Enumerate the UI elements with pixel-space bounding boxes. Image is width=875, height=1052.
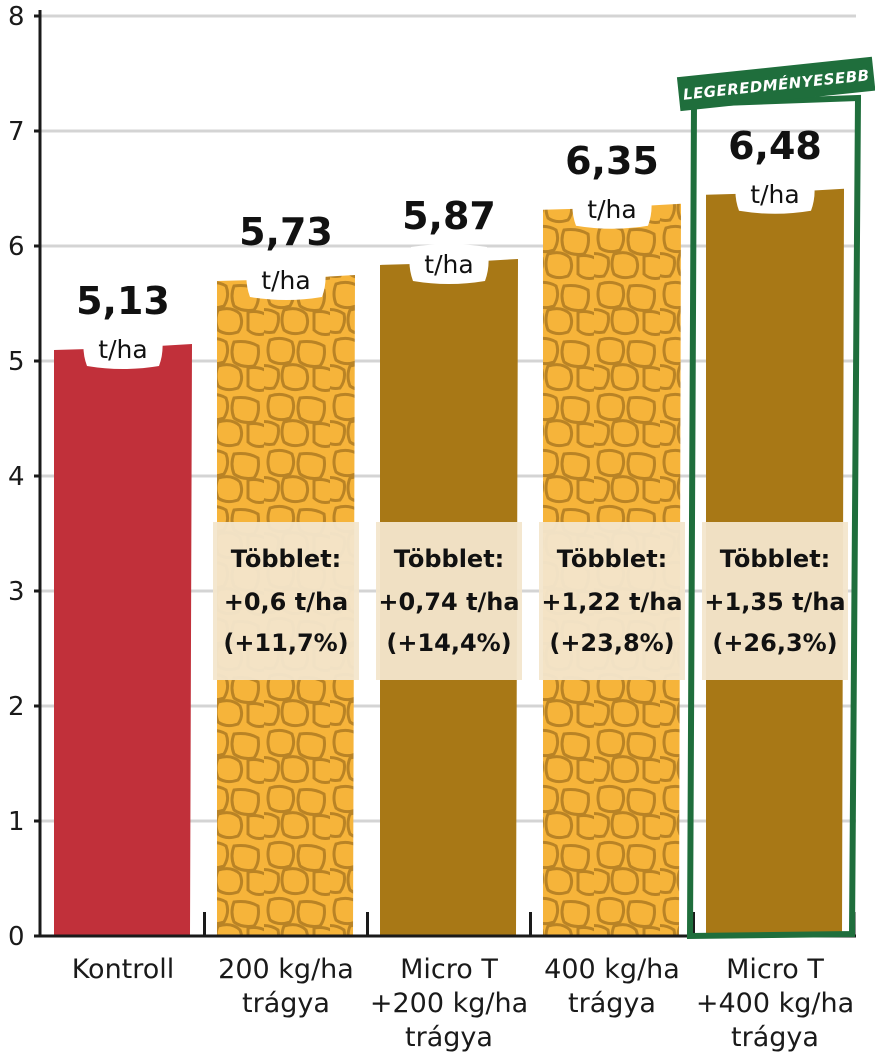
bars: [54, 188, 848, 937]
value-label-4: 6,48: [728, 124, 822, 168]
unit-pill-2: [409, 243, 489, 284]
unit-label-3: t/ha: [587, 195, 636, 224]
unit-pill-1: [246, 260, 326, 301]
unit-pill-3: [572, 188, 652, 229]
category-label-2-1: +200 kg/ha: [370, 988, 528, 1019]
category-label-1-1: trágya: [242, 988, 330, 1019]
unit-pill-0: [83, 329, 163, 370]
y-tick-label-5: 5: [8, 347, 25, 377]
value-label-1: 5,73: [239, 210, 333, 254]
surplus-title-4: Többlet:: [720, 545, 831, 573]
surplus-pct-2: (+14,4%): [386, 629, 511, 657]
y-tick-label-0: 0: [8, 922, 25, 952]
surplus-pct-3: (+23,8%): [549, 629, 674, 657]
y-tick-label-8: 8: [8, 2, 25, 32]
category-label-0-0: Kontroll: [72, 954, 175, 985]
highlight-badge-bg: [676, 56, 875, 112]
category-label-4-1: +400 kg/ha: [696, 988, 854, 1019]
surplus-pct-4: (+26,3%): [712, 629, 837, 657]
category-label-2-0: Micro T: [400, 954, 498, 985]
surplus-band-4: [702, 522, 848, 680]
value-label-3: 6,35: [565, 139, 659, 183]
surplus-value-2: +0,74 t/ha: [378, 588, 519, 616]
unit-label-2: t/ha: [424, 250, 473, 279]
unit-label-0: t/ha: [98, 335, 147, 364]
surplus-pct-1: (+11,7%): [223, 629, 348, 657]
surplus-title-3: Többlet:: [557, 545, 668, 573]
unit-label-4: t/ha: [750, 180, 799, 209]
y-tick-label-3: 3: [8, 577, 25, 607]
surplus-band-2: [376, 522, 522, 680]
y-tick-label-1: 1: [8, 807, 25, 837]
surplus-title-2: Többlet:: [394, 545, 505, 573]
category-label-1-0: 200 kg/ha: [218, 954, 354, 985]
category-label-3-1: trágya: [568, 988, 656, 1019]
axes: [34, 10, 856, 938]
value-label-2: 5,87: [402, 194, 496, 238]
y-tick-label-6: 6: [8, 232, 25, 262]
category-label-4-2: trágya: [731, 1022, 819, 1052]
bar-0: [54, 344, 192, 936]
surplus-title-1: Többlet:: [231, 545, 342, 573]
surplus-band-3: [539, 522, 685, 680]
unit-pill-4: [735, 173, 815, 214]
value-label-0: 5,13: [76, 279, 170, 323]
category-label-4-0: Micro T: [726, 954, 824, 985]
y-tick-label-2: 2: [8, 692, 25, 722]
highlight-frame: [686, 94, 862, 940]
category-label-3-0: 400 kg/ha: [544, 954, 680, 985]
y-tick-label-4: 4: [8, 462, 25, 492]
labels: 0 1 2 3 4 5 6 7 8 5,13 t/ha Kontroll Többlet: +0,6 t/…: [8, 2, 875, 1052]
surplus-band-1: [213, 522, 359, 680]
surplus-value-3: +1,22 t/ha: [541, 588, 682, 616]
category-label-2-2: trágya: [405, 1022, 493, 1052]
unit-label-1: t/ha: [261, 266, 310, 295]
surplus-value-4: +1,35 t/ha: [704, 588, 845, 616]
surplus-value-1: +0,6 t/ha: [224, 588, 349, 616]
y-tick-label-7: 7: [8, 117, 25, 147]
